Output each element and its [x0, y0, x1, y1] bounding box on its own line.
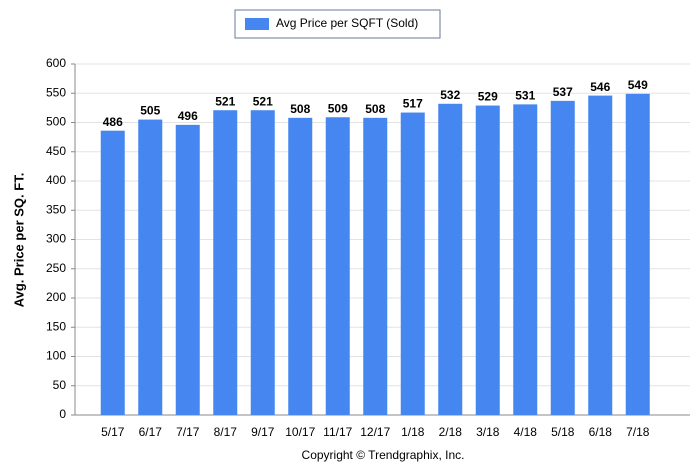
value-label: 537 — [553, 85, 573, 99]
legend-label: Avg Price per SQFT (Sold) — [276, 16, 418, 30]
y-tick-label: 350 — [46, 202, 66, 216]
value-label: 509 — [328, 101, 348, 115]
value-label: 549 — [628, 78, 648, 92]
value-label: 531 — [515, 89, 535, 103]
x-tick-label: 11/17 — [323, 425, 352, 439]
bar — [250, 110, 275, 415]
y-tick-label: 450 — [46, 144, 66, 158]
bar — [625, 93, 650, 416]
value-label: 505 — [140, 104, 160, 118]
bar — [213, 110, 238, 415]
y-tick-label: 550 — [46, 85, 66, 99]
bar — [100, 130, 125, 415]
y-tick-label: 150 — [46, 319, 66, 333]
y-axis-label: Avg. Price per SQ. FT. — [11, 173, 26, 308]
x-tick-label: 7/18 — [626, 425, 650, 439]
legend-box — [234, 9, 441, 39]
x-tick-label: 9/17 — [251, 425, 275, 439]
x-tick-label: 1/18 — [401, 425, 425, 439]
x-tick-label: 8/17 — [214, 425, 238, 439]
bar — [288, 117, 313, 415]
value-label: 508 — [365, 102, 385, 116]
value-label: 521 — [215, 94, 235, 108]
y-tick-label: 250 — [46, 261, 66, 275]
x-tick-label: 6/18 — [589, 425, 613, 439]
value-label: 517 — [403, 97, 423, 111]
x-tick-label: 7/17 — [176, 425, 200, 439]
x-tick-label: 12/17 — [360, 425, 390, 439]
value-label: 532 — [440, 88, 460, 102]
value-label: 546 — [590, 80, 610, 94]
x-tick-label: 4/18 — [514, 425, 538, 439]
y-tick-label: 300 — [46, 232, 66, 246]
y-tick-label: 0 — [59, 407, 66, 421]
bar — [175, 124, 200, 415]
x-tick-label: 2/18 — [439, 425, 463, 439]
y-tick-label: 400 — [46, 173, 66, 187]
legend-swatch — [245, 18, 269, 30]
bar — [138, 119, 163, 415]
value-label: 508 — [290, 102, 310, 116]
bar — [400, 112, 425, 416]
bar — [588, 95, 613, 415]
x-tick-label: 5/17 — [101, 425, 125, 439]
bar — [550, 100, 575, 415]
bar — [475, 105, 500, 415]
y-tick-label: 200 — [46, 290, 66, 304]
footer: Copyright © Trendgraphix, Inc. — [302, 448, 465, 462]
x-tick-label: 3/18 — [476, 425, 500, 439]
y-tick-label: 600 — [46, 56, 66, 70]
bar — [513, 104, 538, 416]
y-tick-label: 50 — [53, 378, 67, 392]
bar — [363, 117, 388, 415]
x-tick-label: 6/17 — [139, 425, 163, 439]
value-label: 496 — [178, 109, 198, 123]
value-label: 521 — [253, 94, 273, 108]
bar — [325, 117, 350, 416]
bar — [438, 103, 463, 415]
value-label: 529 — [478, 90, 498, 104]
y-tick-label: 500 — [46, 115, 66, 129]
y-tick-label: 100 — [46, 349, 66, 363]
x-tick-label: 10/17 — [285, 425, 315, 439]
x-tick-label: 5/18 — [551, 425, 575, 439]
value-label: 486 — [103, 115, 123, 129]
